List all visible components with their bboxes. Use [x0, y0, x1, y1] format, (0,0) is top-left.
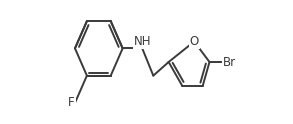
Text: NH: NH — [134, 35, 151, 48]
Text: Br: Br — [223, 56, 236, 68]
Text: O: O — [190, 35, 199, 48]
Text: F: F — [68, 96, 75, 109]
